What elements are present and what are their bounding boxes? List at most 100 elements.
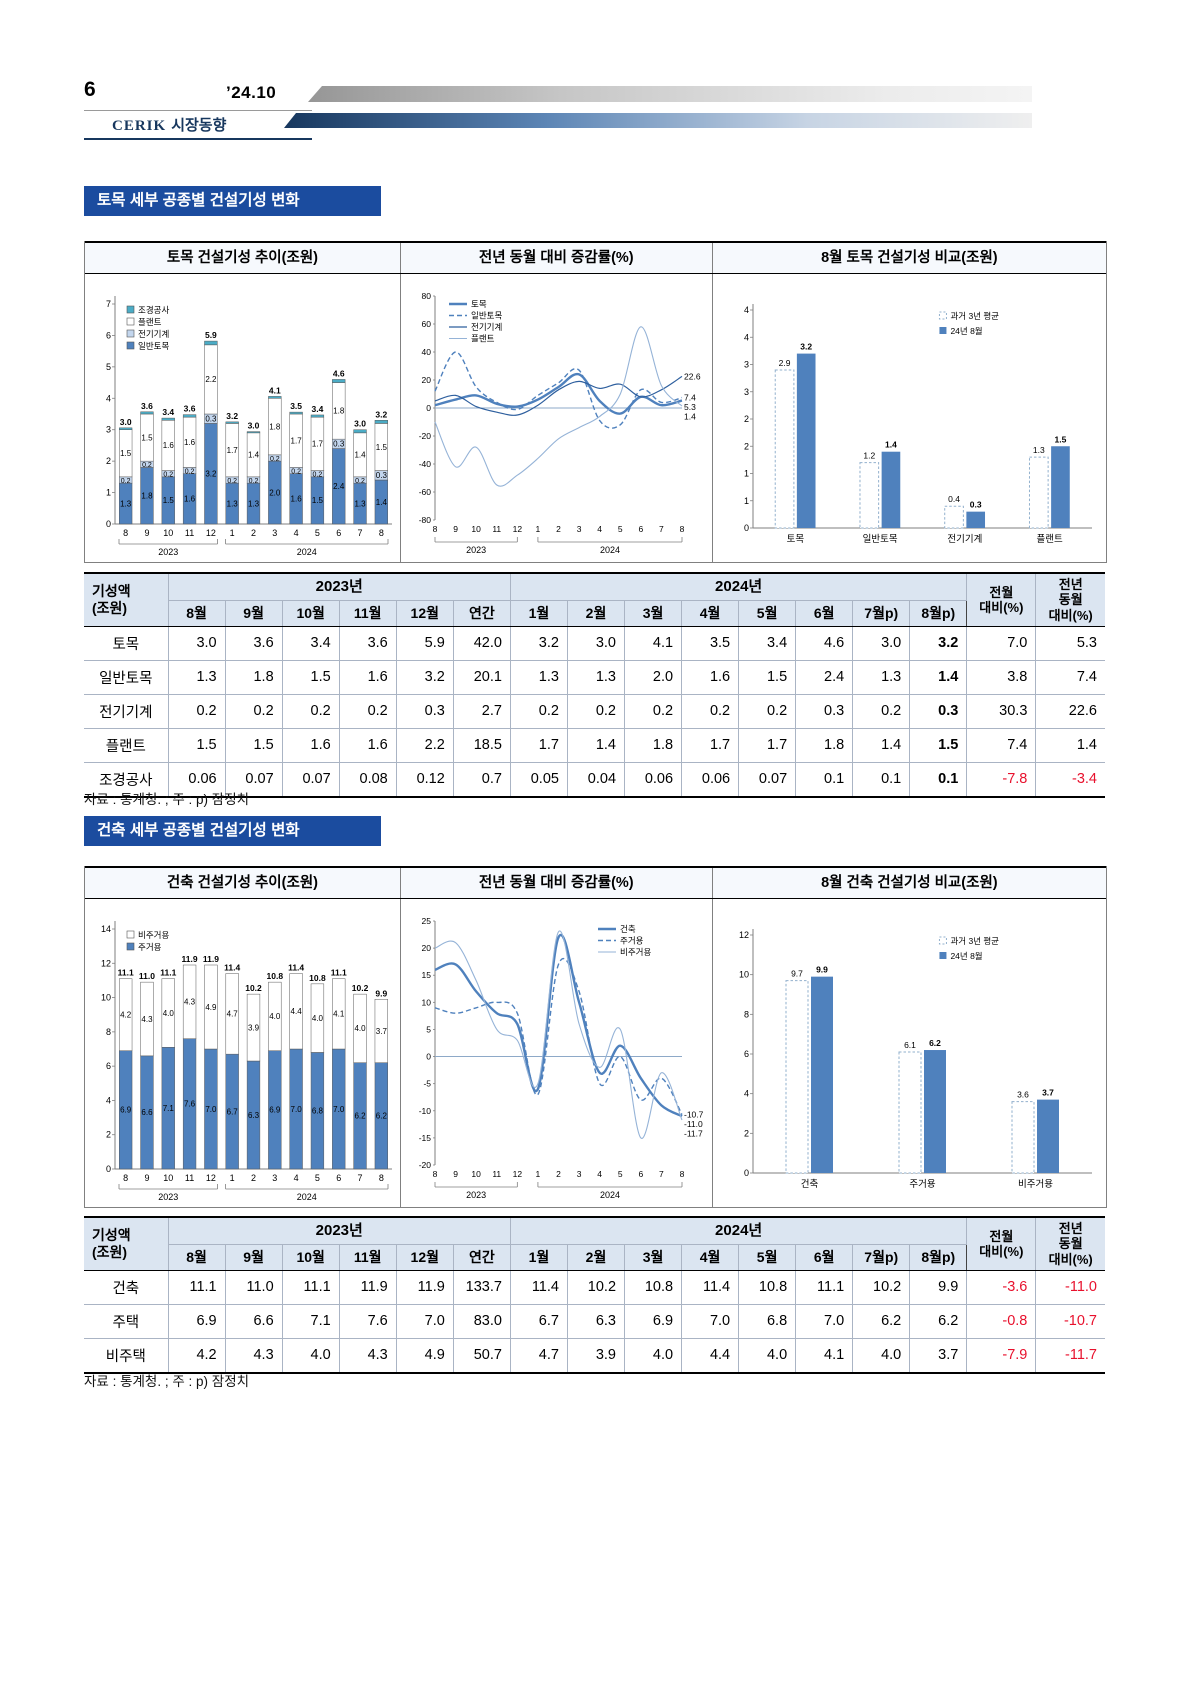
table-cell: 10.2 <box>566 1269 626 1305</box>
table-cell: 133.7 <box>452 1269 511 1305</box>
month-header: 1월 <box>509 1244 568 1271</box>
civil-chart-block: 토목 건설기성 추이(조원) 전년 동월 대비 증감률(%) 8월 토목 건설기… <box>84 241 1107 563</box>
svg-text:1.2: 1.2 <box>863 451 875 461</box>
table-row: 전기기계 0.2 0.2 0.2 0.2 0.3 2.7 0.2 0.2 0.2 0.2 0.2 0.3… <box>84 693 1105 729</box>
table-cell: 4.0 <box>852 1337 911 1374</box>
chart-title-civil-yoy: 전년 동월 대비 증감률(%) <box>399 243 712 273</box>
month-header: 연간 <box>452 1244 511 1271</box>
table-cell: 0.2 <box>852 693 911 729</box>
table-month-row: 8월 9월 10월 11월 12월 연간 1월 2월 3월 4월 5월 6월 7월p) 8월p) <box>84 600 1105 627</box>
svg-text:7: 7 <box>358 528 363 538</box>
arch-table-wrap: 기성액 (조원) 2023년 2024년 전월 대비(%) 전년 동월 대비(%) 8월 9월 10월… <box>84 1216 1105 1374</box>
svg-text:7.0: 7.0 <box>291 1105 303 1114</box>
svg-text:5: 5 <box>618 1169 623 1179</box>
table-cell: 3.6 <box>224 625 283 661</box>
svg-text:11.9: 11.9 <box>182 954 198 964</box>
table-cell: 0.07 <box>281 761 340 798</box>
svg-text:8: 8 <box>680 524 685 534</box>
svg-text:3.6: 3.6 <box>141 401 153 411</box>
data-table: 기성액 (조원) 2023년 2024년 전월 대비(%) 전년 동월 대비(%) 8월 9월 10월… <box>84 572 1105 798</box>
svg-text:12: 12 <box>101 958 111 968</box>
svg-text:-10: -10 <box>419 1106 432 1116</box>
svg-text:0.3: 0.3 <box>376 471 388 480</box>
svg-text:3: 3 <box>106 425 111 435</box>
svg-text:4.6: 4.6 <box>333 368 345 378</box>
svg-text:4.0: 4.0 <box>354 1024 366 1033</box>
svg-text:6.2: 6.2 <box>354 1112 366 1121</box>
svg-text:토목: 토목 <box>787 534 805 545</box>
svg-text:3.2: 3.2 <box>205 470 217 479</box>
svg-text:0.2: 0.2 <box>270 456 280 463</box>
svg-text:3.7: 3.7 <box>376 1027 388 1036</box>
svg-text:1.6: 1.6 <box>184 495 196 504</box>
svg-text:0.2: 0.2 <box>355 478 365 485</box>
table-cell: 2.0 <box>624 659 683 695</box>
table-cell: 4.0 <box>738 1337 797 1374</box>
svg-text:11.1: 11.1 <box>160 968 176 978</box>
table-month-row: 8월 9월 10월 11월 12월 연간 1월 2월 3월 4월 5월 6월 7월p) 8월p) <box>84 1244 1105 1271</box>
table-cell: 1.5 <box>281 659 340 695</box>
table-cell: 11.4 <box>681 1269 740 1305</box>
svg-text:24년 8월: 24년 8월 <box>950 326 982 336</box>
table-cell: 7.0 <box>795 1303 854 1339</box>
svg-text:1.8: 1.8 <box>141 492 153 501</box>
svg-text:6.2: 6.2 <box>376 1112 388 1121</box>
month-header: 8월 <box>168 600 226 627</box>
svg-text:1.7: 1.7 <box>291 437 303 446</box>
svg-text:1: 1 <box>744 496 749 506</box>
svg-text:6: 6 <box>638 1169 643 1179</box>
svg-text:4: 4 <box>744 305 749 315</box>
svg-text:1: 1 <box>230 1173 235 1183</box>
table-cell: 1.5 <box>167 727 226 763</box>
svg-text:2024: 2024 <box>297 547 317 557</box>
chart-title-civil-compare: 8월 토목 건설기성 비교(조원) <box>711 243 1106 273</box>
table-cell: 1.6 <box>681 659 740 695</box>
month-header: 10월 <box>281 1244 340 1271</box>
svg-text:-20: -20 <box>419 1160 432 1170</box>
svg-text:4: 4 <box>106 1095 111 1105</box>
brand-section-label: 시장동향 <box>171 117 227 134</box>
table-cell: 0.2 <box>338 693 397 729</box>
svg-text:3.2: 3.2 <box>375 409 387 419</box>
table-cell: 4.9 <box>395 1337 454 1374</box>
section-title-arch: 건축 세부 공종별 건설기성 변화 <box>84 816 381 846</box>
svg-text:2: 2 <box>556 1169 561 1179</box>
svg-text:10.2: 10.2 <box>352 983 369 993</box>
svg-text:5: 5 <box>618 524 623 534</box>
svg-text:2.4: 2.4 <box>333 482 345 491</box>
table-cell: 0.12 <box>395 761 454 798</box>
table-cell: 4.4 <box>681 1337 740 1374</box>
svg-text:2: 2 <box>106 1130 111 1140</box>
chart-row: 0 2 4 6 8 10 12 14 6.9 4.2 11.1 8 6.6 4.3 11.0 9 7.1 4.0 1… <box>85 899 1106 1207</box>
svg-text:11.1: 11.1 <box>331 968 347 978</box>
svg-text:4.0: 4.0 <box>312 1014 324 1023</box>
svg-text:9: 9 <box>453 1169 458 1179</box>
svg-text:1: 1 <box>230 528 235 538</box>
svg-text:7.4: 7.4 <box>684 393 696 403</box>
svg-text:11: 11 <box>185 528 194 538</box>
header-gradient-bar <box>308 86 1032 102</box>
year-header-2023: 2023년 <box>167 1216 511 1246</box>
svg-text:-60: -60 <box>419 487 432 497</box>
svg-text:0.2: 0.2 <box>249 478 259 485</box>
svg-text:7.6: 7.6 <box>184 1100 196 1109</box>
svg-text:주거용: 주거용 <box>620 936 644 946</box>
table-cell: 1.6 <box>338 727 397 763</box>
row-label: 플랜트 <box>84 727 169 763</box>
svg-text:4.4: 4.4 <box>291 1007 303 1016</box>
month-header: 9월 <box>224 1244 283 1271</box>
svg-text:6: 6 <box>336 1173 341 1183</box>
svg-text:3: 3 <box>744 387 749 397</box>
source-note-arch: 자료 : 통계청. ; 주 : p) 잠정치 <box>84 1374 250 1389</box>
table-cell: 1.4 <box>909 659 968 695</box>
svg-text:11: 11 <box>492 1169 501 1179</box>
row-label: 일반토목 <box>84 659 169 695</box>
table-cell: 4.3 <box>224 1337 283 1374</box>
svg-text:1.4: 1.4 <box>684 412 696 422</box>
yoy-cell: -10.7 <box>1035 1303 1105 1339</box>
svg-text:5: 5 <box>315 528 320 538</box>
table-cell: 5.9 <box>395 625 454 661</box>
table-cell: 3.0 <box>852 625 911 661</box>
row-label: 토목 <box>84 625 169 661</box>
